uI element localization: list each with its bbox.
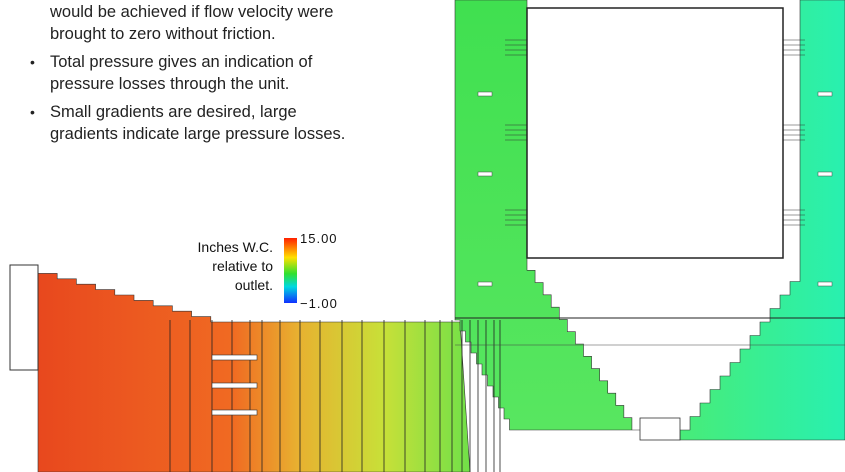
color-bar (284, 238, 297, 303)
port (817, 281, 833, 287)
bullet: • (30, 104, 35, 120)
legend-caption: Inches W.C. relative to outlet. (198, 238, 273, 295)
text-line: brought to zero without friction. (50, 25, 276, 43)
geometry (9, 0, 845, 472)
bullet: • (30, 54, 35, 70)
text-line: pressure losses through the unit. (50, 75, 290, 93)
text-line: would be achieved if flow velocity were (50, 3, 334, 21)
chamber (526, 7, 784, 259)
baffle (211, 354, 258, 361)
left-column (454, 0, 640, 431)
bullet-text: Small gradients are desired, large gradi… (50, 101, 345, 145)
inlet (9, 264, 39, 371)
text-line: Total pressure gives an indication of (50, 53, 313, 71)
text-line: Small gradients are desired, large (50, 103, 297, 121)
text-line: outlet. (234, 277, 273, 293)
port (477, 171, 493, 177)
port (477, 91, 493, 97)
bullet-text: Total pressure gives an indication of pr… (50, 51, 312, 95)
text-line: relative to (212, 258, 273, 274)
legend-max: 15.00 (300, 231, 338, 246)
port (817, 171, 833, 177)
legend-min: −1.00 (300, 296, 338, 311)
baffle (211, 382, 258, 389)
text-line: Inches W.C. (197, 239, 273, 255)
outlet-gap (639, 417, 681, 441)
port (817, 91, 833, 97)
port (477, 281, 493, 287)
right-column (679, 0, 845, 441)
bullet-text: would be achieved if flow velocity were … (50, 1, 333, 45)
text-line: gradients indicate large pressure losses… (50, 125, 346, 143)
baffle (211, 409, 258, 416)
